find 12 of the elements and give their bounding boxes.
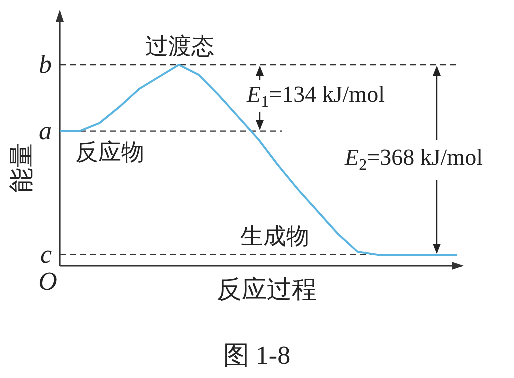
ref-line-label: a (39, 116, 52, 146)
text: 过渡态 (146, 34, 214, 59)
ref-line-label: c (40, 240, 52, 269)
text: 图 1-8 (223, 341, 291, 370)
annotation: 生成物 (240, 224, 310, 249)
y-axis-title: 能量 (9, 143, 36, 193)
text: O (38, 267, 58, 296)
annotation: 反应物 (76, 140, 144, 165)
annotation: E$_{1}$=134 kJ/mol (246, 82, 385, 111)
ref-line-label: b (39, 50, 52, 79)
annotation: E$_{2}$=368 kJ/mol (344, 145, 483, 174)
x-axis-title: 反应过程 (217, 276, 317, 304)
